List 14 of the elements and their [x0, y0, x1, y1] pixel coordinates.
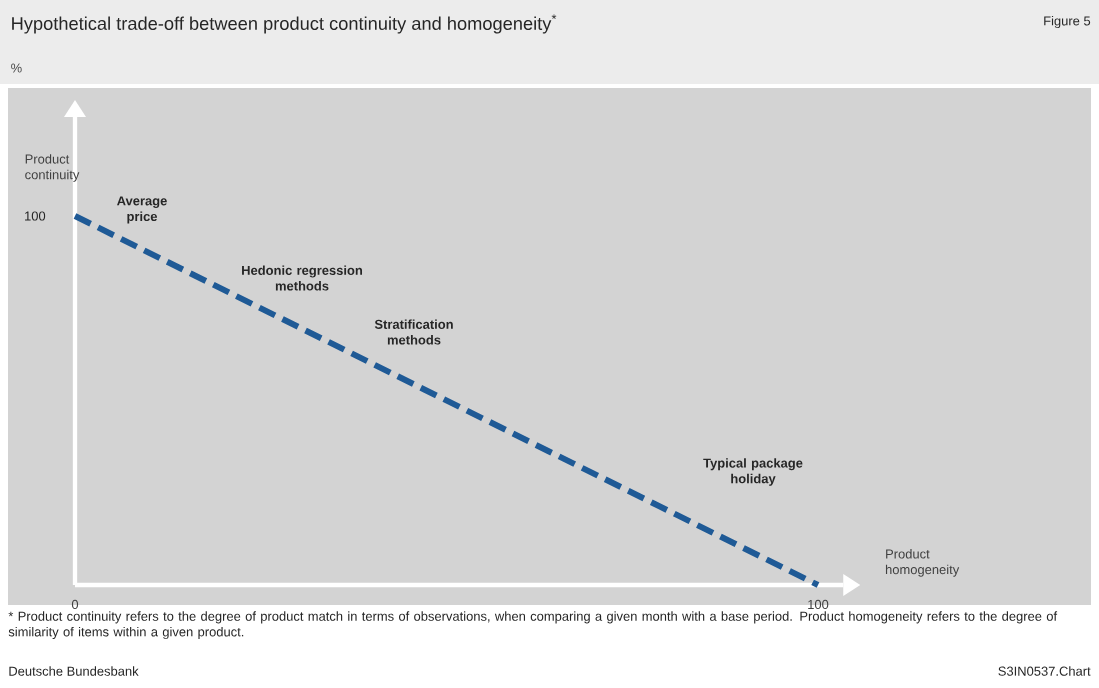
- chart-subtitle: %: [11, 63, 22, 73]
- annotation: Stratification methods: [374, 319, 453, 345]
- text: 100: [25, 211, 46, 221]
- text: * Product continuity refers to the degree of product match in terms of observations, when comparing a given month with a base period. Product homogeneity refers to the degree of similarity of items within a given product.: [8, 611, 1058, 640]
- x-tick-label: 0: [71, 599, 79, 610]
- caption: Figure 5: [1044, 15, 1091, 29]
- text: Deutsche Bundesbank: [9, 666, 139, 676]
- text: S3IN0537.Chart: [998, 666, 1091, 676]
- y-axis-title: Product continuity: [25, 154, 80, 182]
- annotation: Typical package holiday: [703, 458, 803, 486]
- annotation: Average price: [117, 196, 167, 224]
- annotation: Hedonic regression methods: [242, 265, 363, 291]
- x-axis-title: Product homogeneity: [885, 549, 960, 577]
- chart-title: Hypothetical trade-off between product continuity and homogeneity$^{*}$: [12, 14, 557, 34]
